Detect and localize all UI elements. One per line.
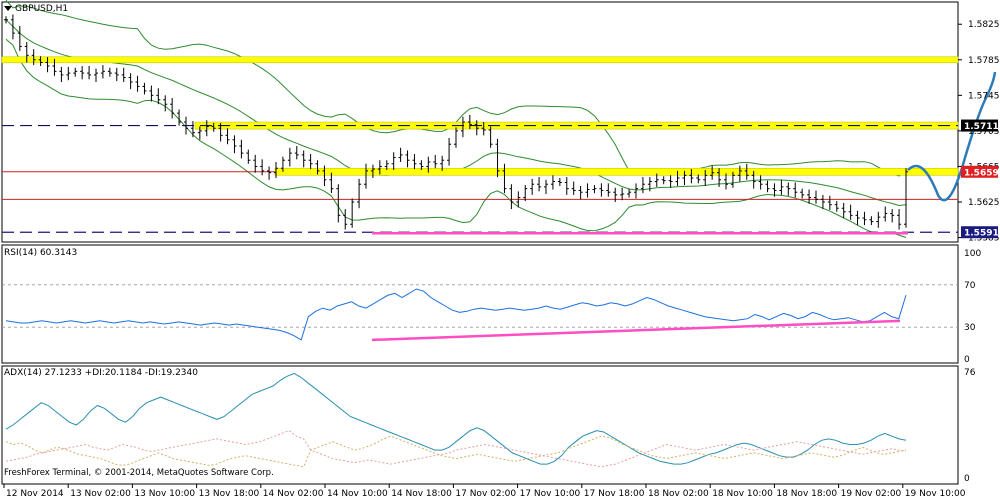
- price-tick-label: 1.5785: [968, 56, 1000, 66]
- level-badge-1-5591: 1.5591: [964, 229, 999, 239]
- time-tick-label: 13 Nov 02:00: [70, 489, 131, 499]
- time-tick-label: 17 Nov 10:00: [520, 489, 581, 499]
- rsi-header: RSI(14) 60.3143: [4, 248, 78, 258]
- support-zone-1-5659: [274, 167, 959, 176]
- adx-series-2: [5, 430, 907, 468]
- time-tick-label: 18 Nov 02:00: [648, 489, 709, 499]
- time-tick-label: 14 Nov 02:00: [263, 489, 324, 499]
- time-tick-label: 18 Nov 18:00: [776, 489, 837, 499]
- rsi-line: [5, 288, 907, 341]
- adx-tick-label: 0: [964, 474, 970, 484]
- bollinger-middle-band: [5, 19, 907, 207]
- copyright-text: FreshForex Terminal, © 2001-2014, MetaQu…: [4, 468, 274, 478]
- time-tick-label: 14 Nov 18:00: [391, 489, 452, 499]
- time-tick-label: 17 Nov 02:00: [455, 489, 516, 499]
- level-badge-1-5659: 1.5659: [964, 168, 999, 178]
- rsi-tick-label: 100: [964, 249, 981, 259]
- rsi-trendline: [371, 319, 901, 342]
- adx-header: ADX(14) 27.1233 +DI:20.1184 -DI:19.2340: [4, 368, 198, 378]
- price-tick-label: 1.5825: [968, 20, 1000, 30]
- adx-series-1: [5, 435, 907, 468]
- level-badge-1-5711-bg: [961, 119, 998, 132]
- level-badge-1-5711: 1.5711: [964, 122, 999, 132]
- bollinger-upper-band: [5, 0, 907, 177]
- time-tick-label: 13 Nov 10:00: [134, 489, 195, 499]
- level-badge-1-5591-bg: [961, 226, 998, 239]
- adx-tick-label: 76: [964, 368, 976, 378]
- time-tick-label: 18 Nov 10:00: [712, 489, 773, 499]
- rsi-tick-label: 70: [964, 281, 976, 291]
- price-tick-label: 1.5585: [968, 234, 1000, 244]
- symbol-header[interactable]: GBPUSD,H1: [4, 4, 68, 14]
- time-tick-label: 19 Nov 10:00: [905, 489, 966, 499]
- price-tick-label: 1.5625: [968, 198, 1000, 208]
- symbol-title: GBPUSD,H1: [15, 4, 69, 14]
- time-tick-label: 13 Nov 18:00: [199, 489, 260, 499]
- adx-series-0: [5, 372, 907, 465]
- time-tick-label: 12 Nov 2014: [6, 489, 64, 499]
- resistance-zone-top: [1, 56, 959, 64]
- adx-pane-frame: [1, 365, 959, 485]
- rsi-tick-label: 30: [964, 323, 976, 333]
- time-tick-label: 17 Nov 18:00: [584, 489, 645, 499]
- rsi-pane-frame: [1, 244, 959, 364]
- price-tick-label: 1.5745: [968, 91, 1000, 101]
- level-badge-1-5659-bg: [961, 165, 998, 178]
- price-tick-label: 1.5705: [968, 127, 1000, 137]
- time-tick-label: 19 Nov 02:00: [841, 489, 902, 499]
- time-tick-label: 14 Nov 10:00: [327, 489, 388, 499]
- bollinger-lower-band: [5, 38, 907, 238]
- dropdown-triangle-icon[interactable]: [4, 6, 12, 11]
- rsi-tick-label: 0: [964, 355, 970, 365]
